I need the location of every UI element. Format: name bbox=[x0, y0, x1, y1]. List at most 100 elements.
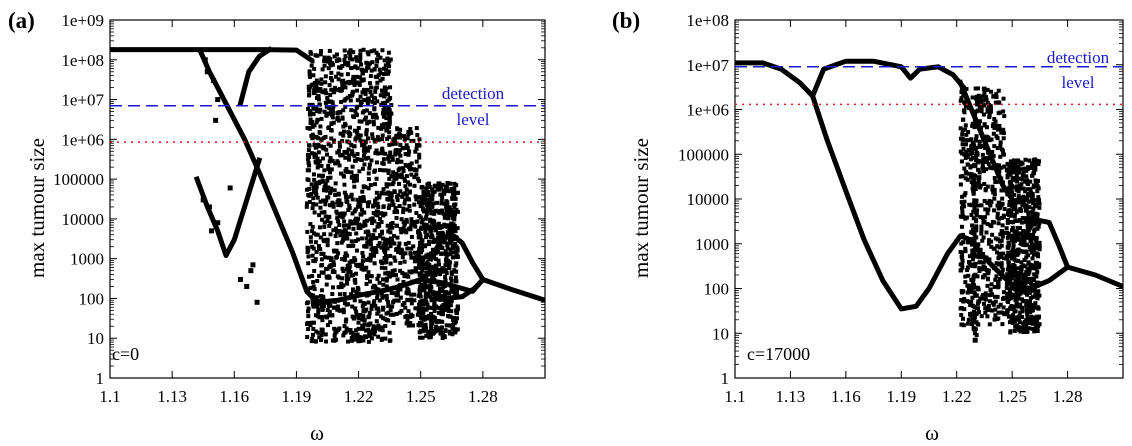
panel-a-scatter-point bbox=[342, 292, 347, 297]
panel-b-scatter-point bbox=[1004, 282, 1009, 287]
panel-b-scatter-point bbox=[992, 117, 997, 122]
panel-a-scatter-point bbox=[324, 198, 329, 203]
panel-a-scatter-point bbox=[398, 260, 403, 265]
panel-a-scatter-point bbox=[332, 85, 337, 90]
panel-b-scatter-point bbox=[1026, 326, 1031, 331]
panel-a-scatter-point bbox=[349, 151, 354, 156]
panel-a-y-tick-label: 1e+08 bbox=[61, 51, 104, 70]
panel-a-scatter-point bbox=[338, 144, 343, 149]
panel-a-scatter-point bbox=[444, 323, 449, 328]
panel-b-scatter-point bbox=[1019, 167, 1024, 172]
panel-a-scatter-point bbox=[340, 215, 345, 220]
panel-b-scatter-point bbox=[983, 291, 988, 296]
panel-b-scatter-point bbox=[995, 203, 1000, 208]
panel-a-scatter-point bbox=[446, 211, 451, 216]
panel-b-scatter-point bbox=[1024, 255, 1029, 260]
panel-a-scatter-point bbox=[436, 267, 441, 272]
panel-a-scatter-point bbox=[388, 150, 393, 155]
panel-a-scatter-point bbox=[363, 184, 368, 189]
panel-b-scatter-point bbox=[992, 317, 997, 322]
panel-a-scatter-point bbox=[443, 303, 448, 308]
panel-b-scatter-point bbox=[976, 93, 981, 98]
panel-a-scatter-point bbox=[454, 249, 459, 254]
panel-b-scatter-point bbox=[1005, 267, 1010, 272]
panel-a-scatter-point bbox=[433, 263, 438, 268]
panel-b-scatter-point bbox=[980, 144, 985, 149]
panel-a-scatter-point bbox=[453, 263, 458, 268]
panel-a-scatter-point bbox=[413, 149, 418, 154]
panel-a-scatter-point bbox=[345, 236, 350, 241]
panel-a-scatter-point bbox=[435, 271, 440, 276]
panel-b-scatter-point bbox=[1004, 291, 1009, 296]
panel-b-scatter-point bbox=[1022, 229, 1027, 234]
panel-a-scatter-point bbox=[332, 90, 337, 95]
panel-a-scatter-point bbox=[374, 286, 379, 291]
panel-a-scatter-point bbox=[362, 150, 367, 155]
panel-a-scatter-point bbox=[387, 119, 392, 124]
panel-a-scatter-point bbox=[380, 211, 385, 216]
panel-a-scatter-point bbox=[415, 219, 420, 224]
panel-a-scatter-point bbox=[420, 311, 425, 316]
panel-b-scatter-point bbox=[1027, 301, 1032, 306]
panel-a-scatter-point bbox=[418, 204, 423, 209]
panel-a-scatter-point bbox=[315, 195, 320, 200]
panel-a-scatter-point bbox=[327, 105, 332, 110]
panel-a-scatter-point bbox=[329, 256, 334, 261]
panel-b-scatter-point bbox=[974, 293, 979, 298]
panel-b-scatter-point bbox=[1032, 248, 1037, 253]
panel-a-scatter-point bbox=[310, 274, 315, 279]
panel-b-scatter-point bbox=[982, 198, 987, 203]
panel-a-scatter-point bbox=[319, 49, 324, 54]
panel-a-scatter-point bbox=[338, 110, 343, 115]
panel-a-scatter-point bbox=[405, 246, 410, 251]
panel-a-scatter-point bbox=[423, 300, 428, 305]
panel-b-scatter-point bbox=[1006, 172, 1011, 177]
panel-a-scatter-point bbox=[353, 306, 358, 311]
panel-b-data bbox=[735, 58, 1123, 343]
panel-a-scatter-point bbox=[440, 333, 445, 338]
panel-b-scatter-point bbox=[978, 144, 983, 149]
panel-a-scatter-point bbox=[421, 201, 426, 206]
panel-a-scatter-point bbox=[342, 182, 347, 187]
panel-b-scatter-point bbox=[966, 138, 971, 143]
panel-a-scatter-point bbox=[347, 56, 352, 61]
panel-b-scatter-point bbox=[965, 265, 970, 270]
panel-a-scatter-point bbox=[309, 119, 314, 124]
panel-a-scatter-point bbox=[374, 190, 379, 195]
panel-a-scatter-point bbox=[368, 217, 373, 222]
panel-a-scatter-point bbox=[352, 278, 357, 283]
panel-a-scatter-point bbox=[305, 177, 310, 182]
panel-a-scatter-point bbox=[396, 168, 401, 173]
panel-a-scatter-point bbox=[351, 226, 356, 231]
panel-a-scatter-point bbox=[422, 325, 427, 330]
panel-b-scatter-point bbox=[1009, 228, 1014, 233]
panel-a-scatter-point bbox=[381, 107, 386, 112]
panel-a-x-tick-label: 1.1 bbox=[99, 387, 120, 406]
panel-b-scatter-point bbox=[1018, 329, 1023, 334]
panel-a-scatter-point bbox=[309, 339, 314, 344]
panel-b-scatter-point bbox=[1009, 203, 1014, 208]
panel-a-scatter-point bbox=[452, 204, 457, 209]
panel-a-scatter-point bbox=[409, 234, 414, 239]
panel-b-scatter-point bbox=[958, 306, 963, 311]
panel-a-scatter-point bbox=[405, 180, 410, 185]
panel-a-scatter-point bbox=[347, 153, 352, 158]
panel-b-scatter-point bbox=[997, 239, 1002, 244]
panel-b-scatter-point bbox=[1034, 265, 1039, 270]
panel-a-scatter-point bbox=[353, 221, 358, 226]
panel-a-scatter-point bbox=[386, 168, 391, 173]
panel-a-scatter-point bbox=[305, 126, 310, 131]
panel-a-scatter-point bbox=[376, 125, 381, 130]
panel-a-scatter-point bbox=[308, 117, 313, 122]
panel-a-scatter-point bbox=[347, 157, 352, 162]
panel-a-scatter-point bbox=[350, 220, 355, 225]
panel-a-scatter-point bbox=[352, 153, 357, 158]
panel-b-scatter-point bbox=[1006, 240, 1011, 245]
panel-b-scatter-point bbox=[993, 313, 998, 318]
panel-a-scatter-point bbox=[405, 291, 410, 296]
panel-a-scatter-point bbox=[325, 96, 330, 101]
panel-a-scatter-point bbox=[378, 55, 383, 60]
panel-a-scatter-point bbox=[322, 145, 327, 150]
panel-a-scatter-point bbox=[382, 58, 387, 63]
panel-a-scatter-point bbox=[437, 225, 442, 230]
